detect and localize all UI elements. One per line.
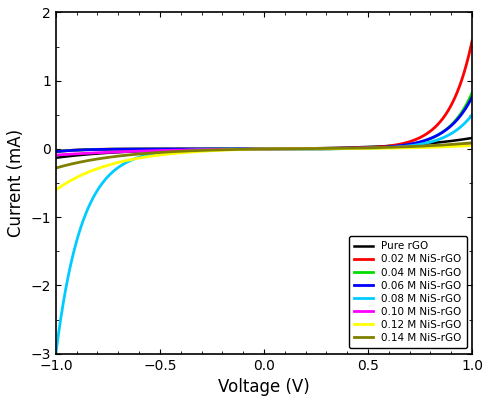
- 0.10 M NiS-rGO: [381, 145, 387, 150]
- 0.06 M NiS-rGO: [457, 114, 463, 119]
- Line: 0.14 M NiS-rGO: 0.14 M NiS-rGO: [56, 143, 472, 168]
- 0.02 M NiS-rGO: [381, 144, 387, 149]
- 0.10 M NiS-rGO: [469, 142, 475, 147]
- 0.14 M NiS-rGO: [255, 147, 261, 152]
- 0.08 M NiS-rGO: [244, 147, 250, 152]
- 0.06 M NiS-rGO: [74, 148, 80, 153]
- 0.04 M NiS-rGO: [469, 91, 475, 96]
- Pure rGO: [469, 135, 475, 140]
- 0.06 M NiS-rGO: [469, 95, 475, 100]
- 0.06 M NiS-rGO: [244, 147, 250, 152]
- 0.04 M NiS-rGO: [381, 145, 387, 150]
- Pure rGO: [53, 156, 59, 160]
- Line: 0.12 M NiS-rGO: 0.12 M NiS-rGO: [56, 145, 472, 190]
- 0.02 M NiS-rGO: [53, 149, 59, 154]
- 0.02 M NiS-rGO: [457, 83, 463, 87]
- 0.14 M NiS-rGO: [457, 141, 463, 146]
- 0.12 M NiS-rGO: [457, 144, 463, 149]
- 0.12 M NiS-rGO: [457, 144, 463, 149]
- 0.06 M NiS-rGO: [53, 149, 59, 154]
- 0.14 M NiS-rGO: [53, 166, 59, 170]
- Pure rGO: [244, 147, 250, 152]
- 0.10 M NiS-rGO: [53, 153, 59, 158]
- 0.14 M NiS-rGO: [381, 145, 387, 150]
- 0.12 M NiS-rGO: [244, 147, 250, 152]
- Pure rGO: [255, 147, 261, 152]
- 0.02 M NiS-rGO: [244, 147, 250, 152]
- 0.10 M NiS-rGO: [457, 143, 463, 148]
- 0.10 M NiS-rGO: [457, 143, 463, 148]
- Pure rGO: [74, 153, 80, 158]
- 0.14 M NiS-rGO: [469, 140, 475, 145]
- Line: 0.04 M NiS-rGO: 0.04 M NiS-rGO: [56, 93, 472, 152]
- 0.08 M NiS-rGO: [74, 237, 80, 242]
- 0.06 M NiS-rGO: [255, 147, 261, 152]
- 0.14 M NiS-rGO: [74, 160, 80, 165]
- 0.12 M NiS-rGO: [381, 146, 387, 151]
- Y-axis label: Current (mA): Current (mA): [7, 129, 25, 237]
- 0.06 M NiS-rGO: [457, 114, 463, 119]
- X-axis label: Voltage (V): Voltage (V): [218, 378, 310, 396]
- 0.04 M NiS-rGO: [53, 149, 59, 154]
- 0.08 M NiS-rGO: [457, 125, 463, 130]
- 0.10 M NiS-rGO: [74, 152, 80, 156]
- 0.02 M NiS-rGO: [255, 147, 261, 152]
- 0.08 M NiS-rGO: [457, 125, 463, 130]
- Legend: Pure rGO, 0.02 M NiS-rGO, 0.04 M NiS-rGO, 0.06 M NiS-rGO, 0.08 M NiS-rGO, 0.10 M: Pure rGO, 0.02 M NiS-rGO, 0.04 M NiS-rGO…: [349, 236, 467, 349]
- Pure rGO: [457, 137, 463, 142]
- 0.12 M NiS-rGO: [255, 147, 261, 152]
- 0.10 M NiS-rGO: [244, 147, 250, 152]
- Line: 0.06 M NiS-rGO: 0.06 M NiS-rGO: [56, 97, 472, 152]
- 0.12 M NiS-rGO: [74, 175, 80, 180]
- 0.04 M NiS-rGO: [457, 112, 463, 117]
- 0.04 M NiS-rGO: [74, 147, 80, 152]
- Pure rGO: [457, 137, 463, 142]
- Line: 0.02 M NiS-rGO: 0.02 M NiS-rGO: [56, 41, 472, 152]
- Line: 0.08 M NiS-rGO: 0.08 M NiS-rGO: [56, 115, 472, 354]
- 0.08 M NiS-rGO: [469, 112, 475, 117]
- 0.08 M NiS-rGO: [381, 145, 387, 150]
- Line: Pure rGO: Pure rGO: [56, 138, 472, 158]
- 0.02 M NiS-rGO: [469, 39, 475, 44]
- 0.02 M NiS-rGO: [457, 83, 463, 88]
- 0.12 M NiS-rGO: [53, 187, 59, 192]
- 0.08 M NiS-rGO: [255, 147, 261, 152]
- 0.02 M NiS-rGO: [74, 147, 80, 152]
- 0.14 M NiS-rGO: [457, 141, 463, 146]
- 0.12 M NiS-rGO: [469, 143, 475, 148]
- 0.04 M NiS-rGO: [457, 112, 463, 117]
- 0.06 M NiS-rGO: [381, 145, 387, 150]
- 0.04 M NiS-rGO: [244, 147, 250, 152]
- 0.08 M NiS-rGO: [53, 351, 59, 356]
- 0.10 M NiS-rGO: [255, 147, 261, 152]
- 0.14 M NiS-rGO: [244, 147, 250, 152]
- Pure rGO: [381, 144, 387, 149]
- Line: 0.10 M NiS-rGO: 0.10 M NiS-rGO: [56, 145, 472, 155]
- 0.04 M NiS-rGO: [255, 147, 261, 152]
